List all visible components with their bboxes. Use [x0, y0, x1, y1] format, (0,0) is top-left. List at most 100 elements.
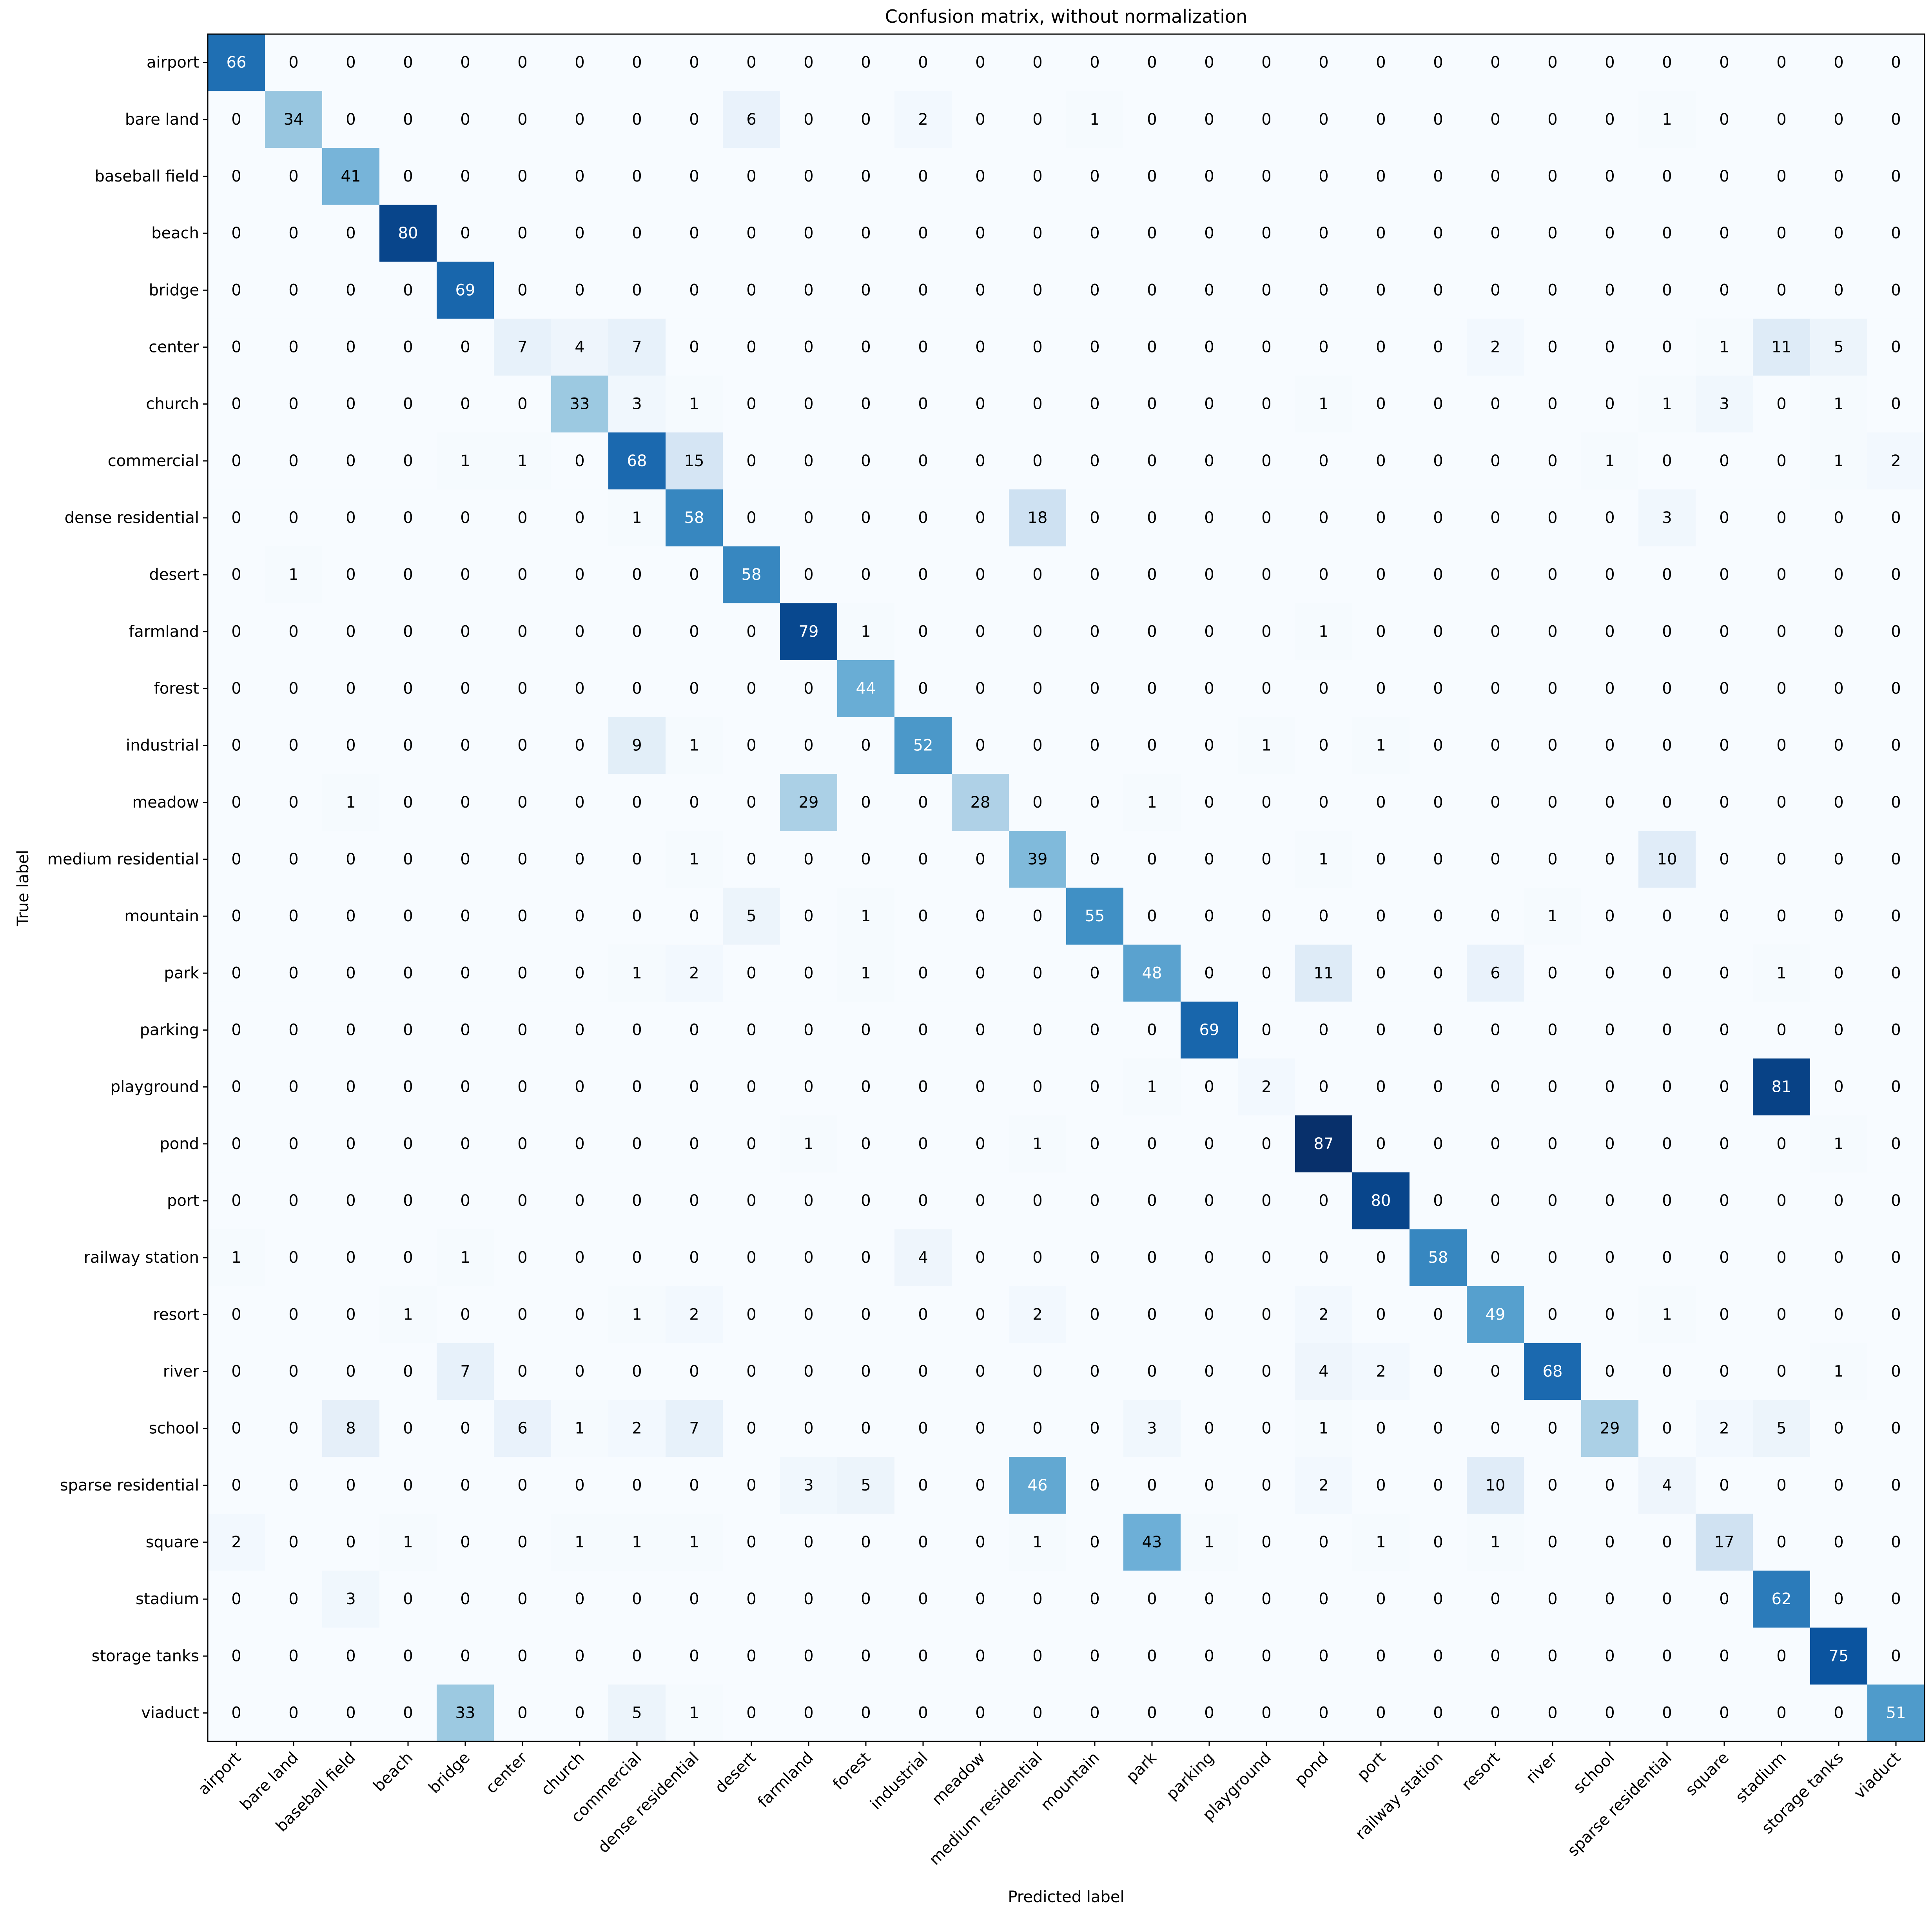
cell-value: 0 — [918, 1192, 928, 1210]
cell-value: 0 — [1147, 1476, 1157, 1494]
cell-value: 10 — [1657, 850, 1677, 868]
heatmap-cell — [1181, 91, 1238, 148]
cell-value: 0 — [1090, 1021, 1099, 1039]
heatmap-cell — [666, 888, 723, 945]
cell-value: 1 — [231, 1249, 241, 1267]
cell-value: 0 — [346, 1305, 356, 1324]
heatmap-cell — [1295, 376, 1353, 433]
cell-value: 0 — [288, 224, 298, 242]
cell-value: 0 — [517, 1590, 527, 1608]
heatmap-cell — [379, 432, 437, 490]
heatmap-cell — [723, 1115, 780, 1173]
heatmap-cell — [1467, 1457, 1524, 1514]
heatmap-cell — [894, 148, 952, 205]
cell-value: 0 — [460, 111, 470, 129]
cell-value: 0 — [575, 1305, 584, 1324]
heatmap-cell — [666, 717, 723, 774]
heatmap-cell — [1352, 660, 1410, 717]
cell-value: 0 — [1376, 224, 1386, 242]
heatmap-cell — [1581, 489, 1639, 547]
heatmap-cell — [208, 205, 265, 262]
heatmap-cell — [608, 944, 666, 1002]
cell-value: 0 — [804, 509, 813, 527]
heatmap-cell — [894, 1570, 952, 1628]
heatmap-cell — [551, 831, 609, 888]
cell-value: 0 — [746, 964, 756, 982]
cell-value: 0 — [1433, 1476, 1443, 1494]
heatmap-cell — [1295, 1627, 1353, 1685]
heatmap-cell — [608, 1286, 666, 1343]
heatmap-cell — [1524, 1627, 1582, 1685]
cell-value: 0 — [1490, 509, 1500, 527]
cell-value: 0 — [517, 1362, 527, 1380]
heatmap-cell — [1696, 1343, 1753, 1400]
heatmap-cell — [1181, 1627, 1238, 1685]
heatmap-cell — [608, 376, 666, 433]
cell-value: 0 — [1490, 737, 1500, 755]
heatmap-cell — [1696, 944, 1753, 1002]
heatmap-cell — [952, 1001, 1009, 1059]
heatmap-cell — [494, 34, 551, 91]
cell-value: 0 — [975, 1533, 985, 1551]
cell-value: 0 — [346, 224, 356, 242]
heatmap-cell — [666, 1286, 723, 1343]
cell-value: 0 — [1662, 338, 1672, 356]
cell-value: 0 — [403, 54, 413, 72]
cell-value: 0 — [1147, 679, 1157, 697]
heatmap-cell — [1009, 1400, 1067, 1457]
heatmap-cell — [1238, 1343, 1295, 1400]
cell-value: 0 — [231, 395, 241, 413]
cell-value: 0 — [804, 224, 813, 242]
heatmap-cell — [1352, 1400, 1410, 1457]
heatmap-cell — [1638, 1343, 1696, 1400]
cell-value: 0 — [1719, 1476, 1729, 1494]
cell-value: 0 — [1090, 1192, 1099, 1210]
cell-value: 0 — [689, 54, 699, 72]
cell-value: 0 — [517, 737, 527, 755]
heatmap-cell — [1867, 1514, 1925, 1571]
heatmap-cell — [494, 261, 551, 319]
heatmap-cell — [322, 1229, 380, 1287]
heatmap-cell — [1524, 1400, 1582, 1457]
heatmap-cell — [1009, 489, 1067, 547]
cell-value: 0 — [804, 1192, 813, 1210]
cell-value: 0 — [1032, 679, 1042, 697]
cell-value: 0 — [1090, 395, 1099, 413]
cell-value: 0 — [1547, 1078, 1557, 1096]
heatmap-cell — [1638, 944, 1696, 1002]
cell-value: 0 — [1605, 964, 1615, 982]
cell-value: 0 — [1834, 1249, 1843, 1267]
heatmap-cell — [322, 1570, 380, 1628]
heatmap-cell — [723, 432, 780, 490]
heatmap-cell — [666, 1570, 723, 1628]
heatmap-cell — [1410, 261, 1467, 319]
heatmap-cell — [1467, 1058, 1524, 1116]
heatmap-cell — [1638, 1286, 1696, 1343]
heatmap-cell — [666, 1172, 723, 1230]
y-tick-label: playground — [111, 1078, 199, 1096]
cell-value: 2 — [689, 1305, 699, 1324]
heatmap-cell — [666, 1684, 723, 1742]
heatmap-cell — [608, 1001, 666, 1059]
cell-value: 0 — [1204, 1135, 1214, 1153]
heatmap-cell — [894, 1001, 952, 1059]
cell-value: 0 — [288, 452, 298, 470]
heatmap-cell — [208, 1457, 265, 1514]
heatmap-cell — [666, 774, 723, 831]
cell-value: 0 — [346, 907, 356, 925]
cell-value: 0 — [861, 1135, 871, 1153]
cell-value: 0 — [1204, 679, 1214, 697]
y-tick-label: forest — [154, 679, 199, 697]
heatmap-cell — [723, 261, 780, 319]
cell-value: 0 — [288, 1078, 298, 1096]
cell-value: 0 — [1834, 850, 1843, 868]
heatmap-cell — [1753, 831, 1810, 888]
heatmap-cell — [1352, 1514, 1410, 1571]
cell-value: 0 — [861, 1590, 871, 1608]
heatmap-cell — [1524, 1570, 1582, 1628]
y-tick-label: sparse residential — [60, 1476, 199, 1494]
cell-value: 0 — [1147, 224, 1157, 242]
heatmap-cell — [1238, 1229, 1295, 1287]
cell-value: 0 — [689, 111, 699, 129]
heatmap-cell — [208, 774, 265, 831]
